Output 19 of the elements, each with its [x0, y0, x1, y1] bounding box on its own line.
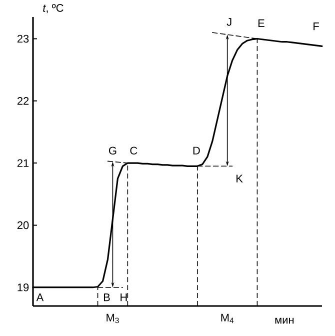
annotation: J: [226, 18, 232, 26]
annotation: G: [108, 146, 116, 155]
y-axis-title: t, ºC: [43, 4, 64, 14]
x-axis-title: мин: [275, 318, 294, 324]
y-tick-label: 19: [18, 283, 29, 292]
y-tick-label: 20: [17, 221, 29, 230]
annotation: E: [258, 19, 264, 27]
annotation: D: [193, 146, 200, 154]
annotation: A: [36, 294, 44, 302]
annotation: K: [236, 174, 243, 182]
annotation: F: [314, 22, 319, 30]
x-tick-label: M$_{4}$: [221, 314, 234, 324]
annotation: C: [130, 146, 138, 155]
y-tick-label: 21: [17, 159, 29, 167]
y-tick-label: 22: [17, 97, 29, 105]
annotation: H: [120, 294, 127, 302]
annotation: B: [104, 294, 110, 302]
y-tick-label: 23: [17, 34, 29, 43]
x-tick-label: M$_{3}$: [106, 314, 119, 324]
